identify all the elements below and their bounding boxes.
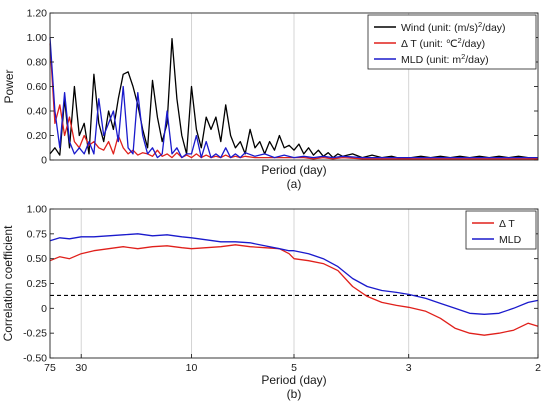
panel-a: 0 0.20 0.40 0.60 0.80 1.00 1.20 Period (day)(a)… [2, 8, 539, 191]
y-tick-label: 0.50 [27, 253, 48, 265]
y-tick-label: -0.25 [23, 328, 47, 340]
y-tick-label: 0.75 [27, 228, 48, 240]
y-tick-label: 1.20 [27, 8, 48, 20]
x-tick-label: 30 [75, 362, 87, 374]
series-line [49, 37, 538, 159]
y-tick-label: -0.50 [23, 353, 47, 365]
legend-entry-tail: /day) [482, 22, 505, 34]
y-tick-label: 0.40 [27, 106, 48, 118]
legend-entry-tail: /day) [465, 54, 488, 66]
legend-entry-tail: /day) [462, 38, 485, 50]
y-axis-label: Power [2, 69, 16, 103]
legend-entry-name: Δ T [499, 218, 515, 230]
y-tick-label: 1.00 [27, 32, 48, 44]
y-tick-label: 0.25 [27, 278, 48, 290]
series-line [49, 244, 539, 336]
x-tick-label: 2 [535, 362, 541, 374]
x-tick-label: 3 [406, 362, 412, 374]
panel-label: (b) [287, 387, 302, 401]
y-tick-label: 0.60 [27, 81, 48, 93]
y-tick-label: 0 [41, 303, 47, 315]
y-tick-label: 0.20 [27, 130, 48, 142]
legend-entry: MLD (unit: m2/day) [401, 52, 489, 66]
legend-entry-name: Δ T (unit: ℃ [401, 38, 458, 50]
x-tick-label: 75 [44, 362, 56, 374]
legend-box [465, 210, 537, 250]
legend-entry-name: Wind (unit: (m/s) [401, 22, 478, 34]
legend-entry-sup: 2 [458, 36, 462, 45]
legend-entry-sup: 2 [478, 20, 482, 29]
x-tick-label: 10 [186, 362, 198, 374]
x-tick-label: 5 [291, 362, 297, 374]
y-axis-label: Correlation coefficient [1, 225, 15, 342]
legend-entry: Wind (unit: (m/s)2/day) [401, 20, 506, 34]
legend-entry: MLD [499, 234, 522, 246]
panel-b: -0.50 -0.25 0 0.25 0.50 0.75 1.00 75 30 10 5 3 2 Peri… [1, 204, 541, 402]
y-tick-label: 0.80 [27, 57, 48, 69]
legend-entry-name: MLD (unit: m [401, 54, 461, 66]
legend-entry-name: MLD [499, 234, 522, 246]
y-tick-label: 0 [41, 155, 47, 167]
x-axis-label: Period (day) [261, 373, 326, 387]
series-line [49, 43, 538, 160]
panel-label: (a) [287, 177, 302, 191]
legend-box [367, 14, 537, 70]
legend-entry: Δ T [499, 218, 515, 230]
legend-entry-sup: 2 [461, 52, 465, 61]
legend-entry: Δ T (unit: ℃2/day) [401, 36, 485, 50]
series-line [49, 233, 539, 315]
x-axis-label: Period (day) [261, 163, 326, 177]
y-tick-label: 1.00 [27, 204, 48, 216]
